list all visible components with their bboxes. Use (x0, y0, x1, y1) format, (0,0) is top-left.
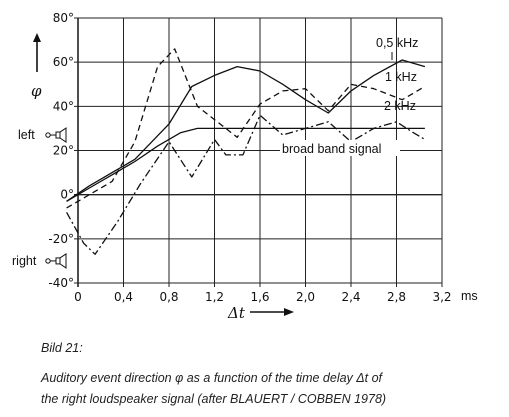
series-label-0-5khz: 0,5 kHz (376, 36, 418, 50)
x-tick-label-0: 0 (74, 290, 82, 304)
y-tick-label-0: 80° (53, 11, 74, 25)
series-line-2 (66, 114, 426, 255)
caption-line-1: Auditory event direction φ as a function… (41, 371, 383, 385)
y-axis-arrowhead (33, 33, 41, 42)
side-label-left-text: left (18, 128, 35, 142)
series-label-broadband: broad band signal (282, 142, 381, 156)
series-label-1khz: 1 kHz (385, 70, 417, 84)
x-axis-arrowhead (284, 308, 294, 316)
speaker-right-cone (59, 252, 67, 269)
x-axis-label: Δt (227, 304, 294, 322)
speaker-right-dot (45, 258, 51, 264)
speaker-left-cone (59, 127, 67, 143)
x-tick-label-8: 3,2 (432, 290, 451, 304)
x-axis-symbol: Δt (227, 304, 246, 322)
x-tick-label-5: 2,0 (296, 290, 315, 304)
side-label-right-text: right (12, 254, 37, 268)
caption-line-2: the right loudspeaker signal (after BLAU… (41, 392, 387, 406)
y-tick-label-3: 20° (53, 144, 74, 158)
series-line-0 (66, 59, 426, 202)
series-layer (66, 48, 426, 255)
y-tick-labels: 80° 60° 40° 20° 0° -20° -40° (48, 11, 74, 290)
broad-band-label-bg (280, 140, 400, 156)
y-tick-label-4: 0° (60, 188, 74, 202)
line-chart: 0 0,4 0,8 1,2 1,6 2,0 2,4 2,8 3,2 80° 60° 40° 20° 0°… (12, 11, 478, 322)
y-axis-label: φ (31, 33, 42, 100)
x-tick-label-7: 2,8 (387, 290, 406, 304)
series-line-3 (66, 127, 425, 202)
x-tick-label-6: 2,4 (341, 290, 360, 304)
y-tick-label-1: 60° (53, 55, 74, 69)
x-tick-labels: 0 0,4 0,8 1,2 1,6 2,0 2,4 2,8 3,2 (74, 290, 451, 304)
speaker-left-box (55, 131, 61, 139)
side-label-left: left (18, 127, 67, 143)
x-axis-unit: ms (461, 289, 478, 303)
side-label-right: right (12, 252, 67, 269)
series-line-1 (66, 48, 426, 209)
speaker-right-box (55, 257, 61, 265)
x-tick-label-1: 0,4 (114, 290, 133, 304)
x-tick-label-4: 1,6 (250, 290, 269, 304)
y-tick-label-2: 40° (53, 99, 74, 113)
series-label-2khz: 2 kHz (384, 99, 416, 113)
x-tick-label-2: 0,8 (159, 290, 178, 304)
y-tick-label-5: -20° (48, 232, 74, 246)
loudspeaker-right-icon (45, 252, 67, 269)
caption-title: Bild 21: (41, 341, 83, 355)
y-tick-label-6: -40° (48, 276, 74, 290)
y-axis-symbol: φ (31, 82, 42, 100)
x-tick-label-3: 1,2 (205, 290, 224, 304)
speaker-left-dot (45, 132, 51, 138)
loudspeaker-left-icon (45, 127, 67, 143)
